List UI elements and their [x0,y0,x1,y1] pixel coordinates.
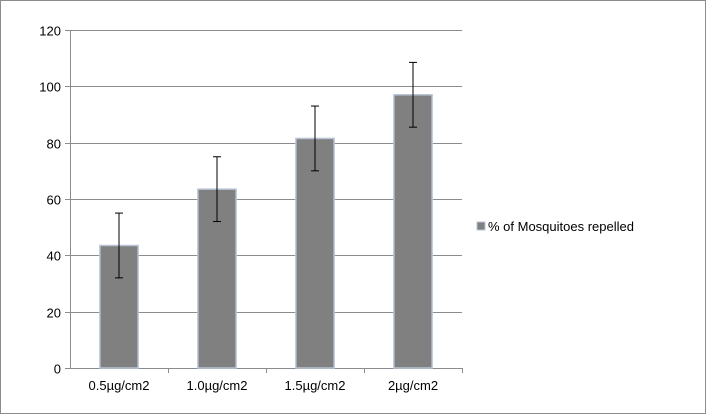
legend-swatch [477,222,485,230]
bar [296,138,334,368]
x-tick-label: 1.5µg/cm2 [285,378,346,393]
y-tick-label: 120 [39,24,61,39]
legend-label: % of Mosquitoes repelled [488,219,634,234]
y-tick-label: 0 [54,362,61,377]
x-tick-label: 0.5µg/cm2 [89,378,150,393]
legend: % of Mosquitoes repelled [477,219,634,234]
y-tick-label: 20 [47,306,61,321]
y-tick-label: 100 [39,80,61,95]
y-tick-label: 60 [47,193,61,208]
x-tick-label: 1.0µg/cm2 [187,378,248,393]
y-tick-label: 40 [47,249,61,264]
x-tick-label: 2µg/cm2 [388,378,438,393]
bar [394,95,432,368]
y-tick-label: 80 [47,137,61,152]
